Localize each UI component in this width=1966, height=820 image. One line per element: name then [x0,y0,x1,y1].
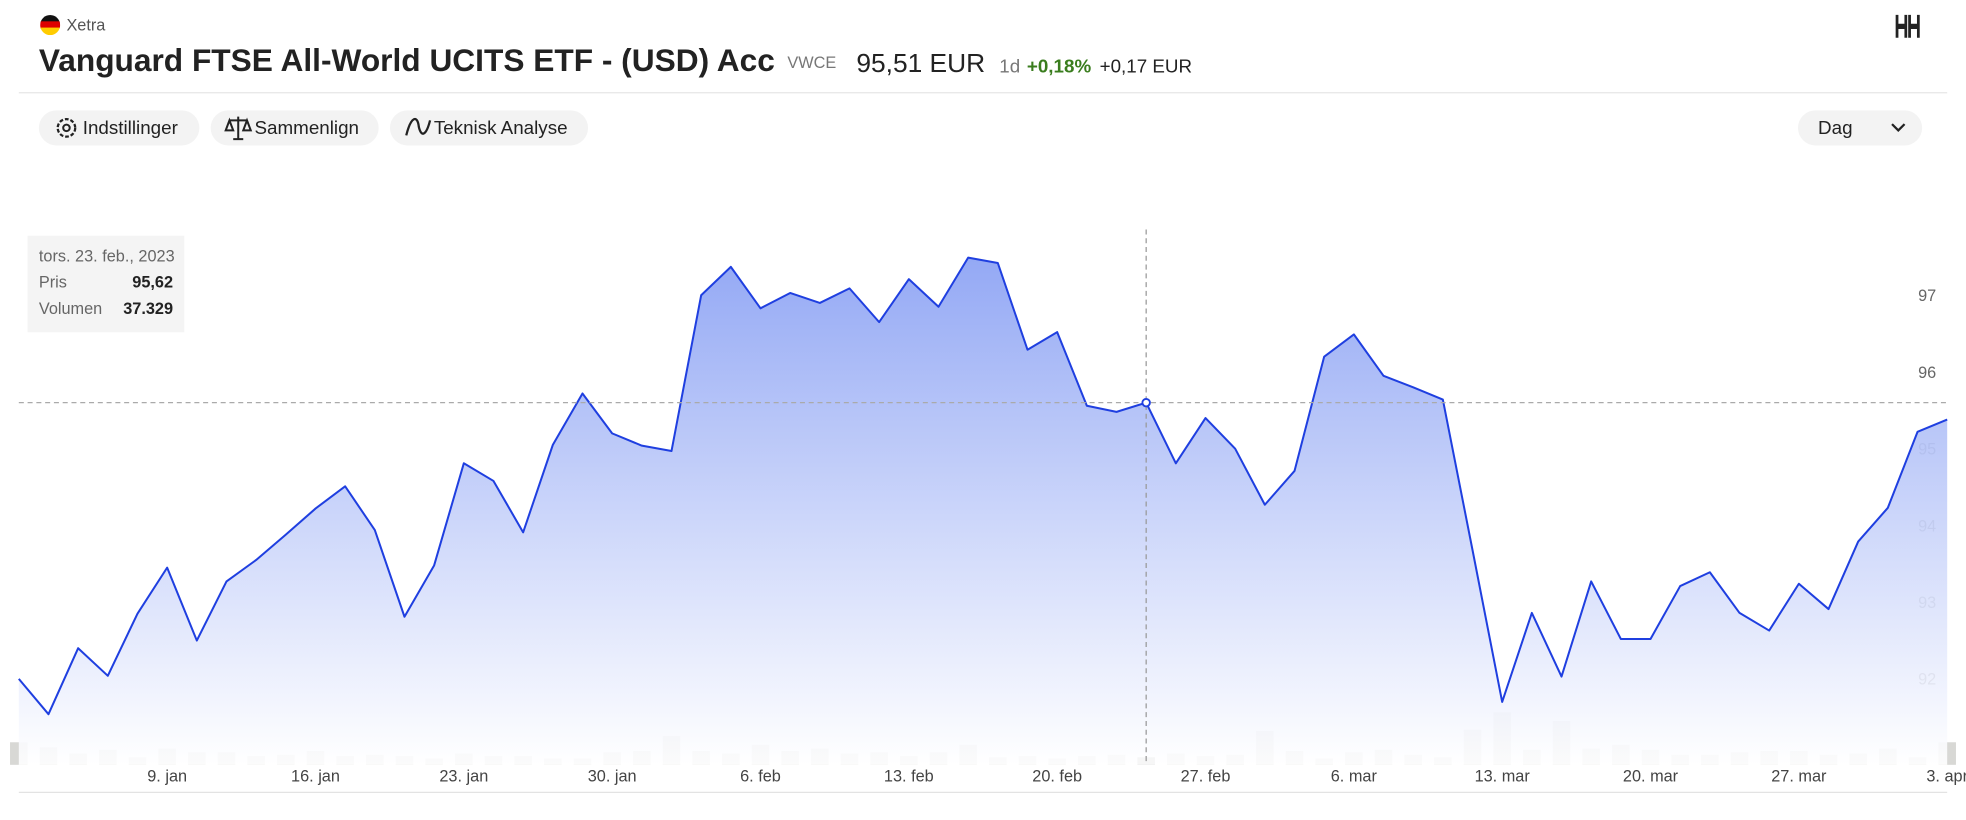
tooltip: tors. 23. feb., 2023 Pris 95,62 Volumen … [27,235,185,333]
hover-point [1141,397,1151,408]
x-tick-label: 13. mar [1475,768,1531,786]
instrument-title: Vanguard FTSE All-World UCITS ETF - (USD… [39,43,775,78]
button-label: Sammenlign [255,117,359,138]
x-tick-label: 13. feb [884,768,934,786]
y-tick-label: 96 [1918,364,1936,382]
tooltip-key: Pris [39,274,67,292]
x-tick-label: 23. jan [439,768,488,786]
tooltip-value: 95,62 [132,274,173,292]
x-tick-label: 20. feb [1032,768,1082,786]
x-tick-label: 16. jan [291,768,340,786]
button-label: Indstillinger [83,117,178,138]
tooltip-key: Volumen [39,300,102,318]
x-tick-label: 9. jan [147,768,187,786]
x-tick-label: 27. mar [1771,768,1827,786]
period: 1d [999,56,1020,77]
button-label: Teknisk Analyse [434,117,568,138]
flag [40,15,61,36]
price: 95,51 EUR [856,48,985,78]
ticker: VWCE [787,54,836,72]
exchange: Xetra [66,17,106,35]
tooltip-value: 37.329 [123,300,173,318]
x-tick-label: 6. feb [740,768,781,786]
change-percent: +0,18% [1027,56,1092,77]
x-tick-label: 3. apr [1926,768,1966,786]
x-tick-label: 30. jan [588,768,637,786]
y-tick-label: 97 [1918,287,1936,305]
x-tick-label: 6. mar [1331,768,1378,786]
compare-button[interactable]: Sammenlign [210,110,379,146]
price-area [18,257,1948,765]
interval-label: Dag [1818,117,1852,138]
change-absolute: +0,17 EUR [1100,56,1192,77]
tooltip-date: tors. 23. feb., 2023 [39,247,175,265]
x-tick-label: 27. feb [1181,768,1231,786]
price-line [18,256,1948,716]
x-tick-label: 20. mar [1623,768,1679,786]
settings-button[interactable]: Indstillinger [38,110,200,146]
interval-dropdown[interactable]: Dag [1797,110,1923,146]
technical-analysis-button[interactable]: Teknisk Analyse [389,110,589,146]
collapse-icon[interactable] [1895,14,1920,38]
